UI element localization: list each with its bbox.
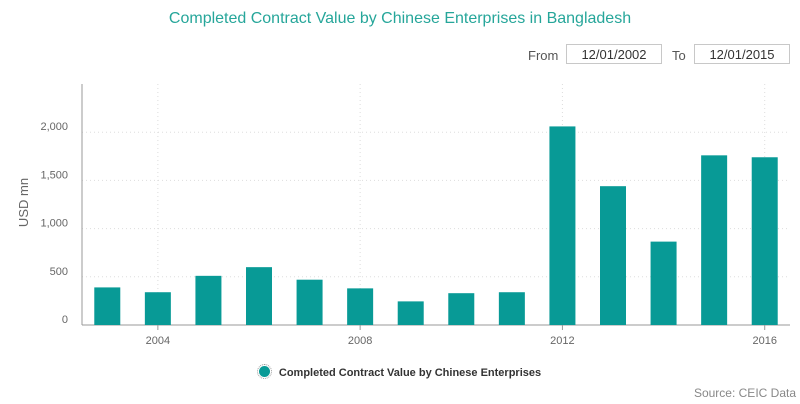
x-tick-label: 2012: [550, 335, 574, 347]
bar-2013[interactable]: [600, 186, 626, 325]
to-date-input[interactable]: 12/01/2015: [694, 44, 790, 64]
y-tick-label: 1,000: [40, 218, 68, 230]
bar-2009[interactable]: [397, 301, 424, 325]
legend[interactable]: Completed Contract Value by Chinese Ente…: [0, 364, 800, 379]
bar-2007[interactable]: [296, 279, 323, 325]
bar-2012[interactable]: [549, 126, 576, 325]
bar-2004[interactable]: [144, 292, 171, 325]
to-label: To: [672, 48, 686, 63]
chart-title: Completed Contract Value by Chinese Ente…: [168, 10, 632, 27]
x-tick-label: 2008: [348, 335, 372, 347]
source-note: Source: CEIC Data: [693, 386, 796, 400]
x-tick-label: 2016: [752, 335, 776, 347]
y-tick-label: 2,000: [40, 121, 68, 133]
y-axis-label: USD mn: [16, 178, 31, 227]
y-tick-label: 0: [62, 314, 68, 326]
bar-2011[interactable]: [498, 292, 525, 325]
bar-2016[interactable]: [751, 157, 778, 325]
bar-2005[interactable]: [195, 275, 222, 325]
bar-2014[interactable]: [650, 241, 677, 325]
x-tick-label: 2004: [146, 335, 170, 347]
tick-labels: 0 500 1,000 1,500 2,000 2004 2008 2012 2016: [40, 121, 776, 347]
bars: [94, 126, 778, 325]
grid: [82, 84, 790, 325]
bar-2008[interactable]: [347, 288, 374, 325]
from-date-input[interactable]: 12/01/2002: [566, 44, 662, 64]
bar-2010[interactable]: [448, 293, 475, 325]
legend-label: Completed Contract Value by Chinese Ente…: [278, 367, 542, 379]
y-tick-label: 1,500: [40, 169, 68, 181]
bar-2006[interactable]: [246, 267, 272, 325]
bar-2015[interactable]: [701, 155, 728, 325]
bar-2003[interactable]: [94, 287, 121, 325]
from-label: From: [528, 48, 559, 63]
axes: [81, 84, 790, 330]
legend-swatch: [256, 364, 272, 379]
y-tick-label: 500: [50, 266, 68, 278]
